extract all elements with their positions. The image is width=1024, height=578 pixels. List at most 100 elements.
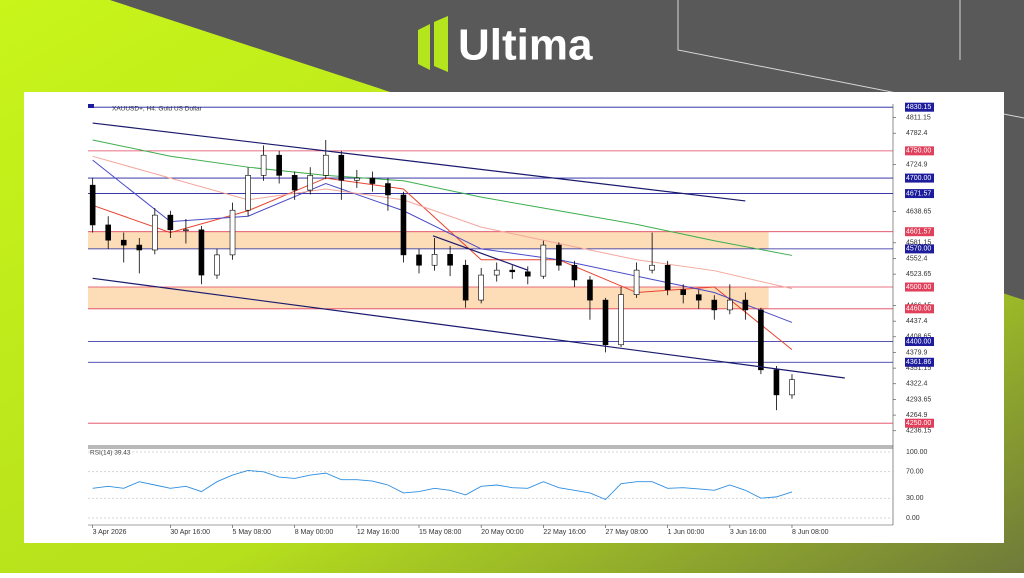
- level-label: 4250.00: [906, 420, 931, 427]
- y-tick-label: 4782.4: [906, 130, 928, 137]
- level-label: 4700.00: [906, 175, 931, 182]
- candle-body: [571, 264, 578, 281]
- level-label-box: [905, 227, 934, 237]
- candle-body: [105, 224, 112, 241]
- level-label: 4671.57: [906, 190, 931, 197]
- candle-body: [89, 184, 96, 226]
- y-tick-label: 4437.4: [906, 318, 928, 325]
- logo-mark: [434, 16, 448, 72]
- moving-average: [92, 177, 793, 351]
- trendline: [92, 277, 845, 379]
- y-tick-label: 4236.15: [906, 428, 931, 435]
- candle-body: [524, 271, 531, 277]
- candle-body: [136, 244, 143, 251]
- level-label: 4570.00: [906, 246, 931, 253]
- logo-mark: [418, 24, 430, 70]
- candle-body: [727, 299, 733, 311]
- level-label-box: [905, 244, 934, 254]
- rsi-tick-label: 0.00: [906, 515, 920, 522]
- x-tick-label: 5 May 08:00: [233, 529, 272, 536]
- x-tick-label: 1 Jun 00:00: [668, 529, 705, 536]
- candle-body: [400, 194, 407, 256]
- moving-average: [92, 159, 793, 323]
- candle-body: [462, 264, 469, 301]
- chart-icon: [88, 104, 94, 108]
- chart-panel: [24, 92, 1004, 543]
- level-label: 4500.00: [906, 284, 931, 291]
- x-tick-label: 22 May 16:00: [543, 529, 586, 536]
- candle-body: [307, 175, 314, 191]
- trendline: [92, 122, 746, 202]
- candle-body: [618, 294, 624, 346]
- candle-body: [276, 154, 282, 176]
- logo: Ultima: [418, 16, 593, 72]
- moving-average: [92, 155, 793, 290]
- candle-body: [711, 299, 718, 311]
- candle-body: [478, 274, 484, 301]
- x-tick-label: 15 May 08:00: [419, 529, 462, 536]
- x-tick-label: 12 May 16:00: [357, 529, 400, 536]
- candle-body: [633, 269, 640, 295]
- rsi-tick-label: 100.00: [906, 449, 928, 456]
- x-tick-label: 30 Apr 16:00: [170, 529, 210, 536]
- chart: XAUUSD+, H4: Gold US Dollar RSI(14) 39.4…: [88, 102, 934, 536]
- x-tick-label: 8 Jun 08:00: [792, 529, 829, 536]
- x-tick-label: 27 May 08:00: [606, 529, 649, 536]
- candle-body: [602, 299, 609, 346]
- candle-body: [493, 269, 500, 276]
- level-label-box: [905, 146, 934, 156]
- moving-average: [92, 139, 793, 256]
- candle-body: [649, 264, 655, 271]
- trendline: [432, 235, 529, 271]
- level-label-box: [905, 337, 934, 347]
- candle-body: [556, 244, 562, 266]
- candle-body: [509, 269, 516, 273]
- level-label: 4750.00: [906, 148, 931, 155]
- y-tick-label: 4379.9: [906, 349, 928, 356]
- candle-body: [152, 214, 158, 251]
- level-label-box: [905, 102, 934, 112]
- logo-text: Ultima: [458, 21, 593, 70]
- level-label-box: [905, 282, 934, 292]
- candle-body: [680, 289, 687, 295]
- chart-title: XAUUSD+, H4: Gold US Dollar: [112, 106, 203, 113]
- candle-body: [789, 379, 795, 396]
- candle-body: [742, 299, 749, 311]
- candle-body: [695, 294, 702, 301]
- rsi-title: RSI(14) 39.43: [90, 450, 131, 457]
- rsi-tick-label: 30.00: [906, 495, 924, 502]
- level-label-box: [905, 418, 934, 428]
- y-tick-label: 4523.65: [906, 271, 931, 278]
- candle-body: [758, 309, 764, 371]
- rsi-tick-label: 70.00: [906, 469, 924, 476]
- y-tick-label: 4581.15: [906, 240, 931, 247]
- rsi-line: [92, 470, 793, 501]
- x-tick-label: 3 Jun 16:00: [730, 529, 767, 536]
- x-tick-label: 3 Apr 2026: [93, 529, 127, 536]
- y-tick-label: 4351.15: [906, 365, 931, 372]
- level-label-box: [905, 304, 934, 314]
- level-label-box: [905, 189, 934, 199]
- candle-body: [354, 177, 360, 181]
- y-tick-label: 4811.15: [906, 114, 931, 121]
- x-tick-label: 8 May 00:00: [295, 529, 334, 536]
- y-tick-label: 4322.4: [906, 381, 928, 388]
- candle-body: [385, 183, 391, 196]
- candle-body: [416, 254, 422, 266]
- level-label: 4361.86: [906, 359, 931, 366]
- candle-body: [291, 175, 298, 191]
- candle-body: [120, 239, 127, 246]
- level-label-box: [905, 173, 934, 183]
- candle-body: [167, 214, 174, 231]
- level-label: 4460.00: [906, 306, 931, 313]
- y-tick-label: 4552.4: [906, 255, 928, 262]
- level-label: 4601.57: [906, 229, 931, 236]
- y-tick-label: 4293.65: [906, 396, 931, 403]
- level-label-box: [905, 357, 934, 367]
- candle-body: [431, 254, 438, 266]
- candle-body: [664, 264, 671, 291]
- candle-body: [229, 209, 236, 256]
- candle-body: [214, 254, 220, 276]
- candle-body: [369, 177, 376, 184]
